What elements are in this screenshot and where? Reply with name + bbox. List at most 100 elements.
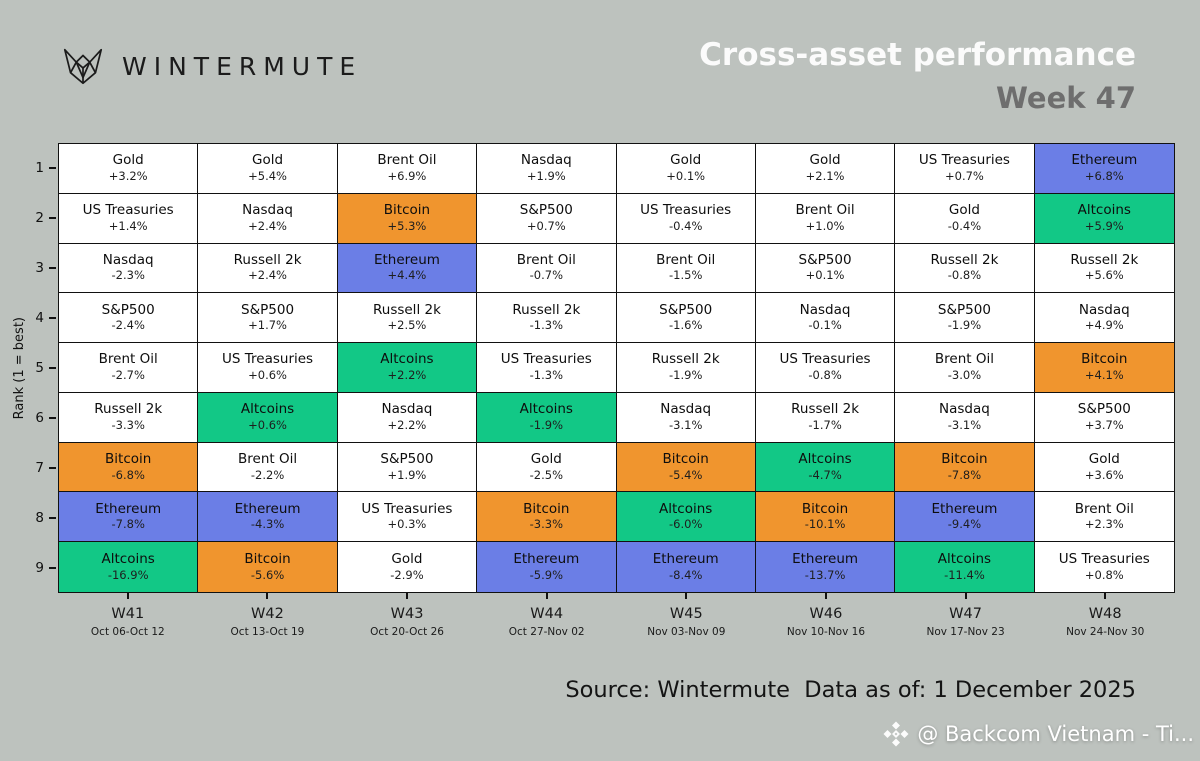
cell-change-value: +1.4% — [108, 218, 148, 233]
cell-change-value: +5.3% — [387, 218, 427, 233]
week-label: W44 — [530, 606, 564, 622]
grid-cell-rank6-W42: Altcoins +0.6% — [198, 392, 338, 443]
week-dates: Nov 10-Nov 16 — [786, 626, 866, 638]
cell-asset-name: Nasdaq — [1078, 301, 1130, 318]
cell-change-value: -9.4% — [947, 517, 982, 532]
grid-cell-rank9-W48: US Treasuries +0.8% — [1034, 542, 1174, 592]
grid-cell-rank7-W43: S&P500 +1.9% — [337, 442, 478, 493]
rank-row-8: 8 — [0, 493, 56, 543]
grid-cell-rank4-W46: Nasdaq -0.1% — [755, 293, 896, 344]
grid-cell-rank3-W47: Russell 2k -0.8% — [895, 243, 1035, 294]
cell-change-value: -2.2% — [250, 467, 285, 482]
week-label: W46 — [809, 606, 843, 622]
cell-change-value: -1.9% — [947, 318, 982, 333]
cell-change-value: +4.1% — [1084, 367, 1124, 382]
grid-cell-rank4-W44: Russell 2k -1.3% — [477, 293, 617, 344]
rank-axis: 1 2 3 4 5 6 7 8 9 — [0, 143, 56, 593]
grid-cell-rank1-W42: Gold +5.4% — [198, 144, 338, 194]
cell-change-value: -3.3% — [529, 517, 563, 532]
grid-cell-rank1-W48: Ethereum +6.8% — [1034, 144, 1174, 194]
rank-tick-mark — [49, 567, 56, 569]
cell-asset-name: Brent Oil — [934, 351, 994, 368]
grid-cell-rank9-W47: Altcoins -11.4% — [895, 542, 1035, 592]
week-tick-mark — [1104, 593, 1107, 599]
week-tick-mark — [685, 593, 688, 599]
cell-change-value: -1.7% — [808, 417, 842, 432]
cell-asset-name: Altcoins — [380, 351, 434, 368]
cell-asset-name: Bitcoin — [662, 451, 709, 468]
cell-asset-name: Altcoins — [519, 401, 573, 418]
cell-change-value: +0.8% — [1084, 567, 1124, 582]
week-dates: Oct 13-Oct 19 — [230, 626, 305, 638]
grid-cell-rank7-W46: Altcoins -4.7% — [755, 442, 896, 493]
grid-cell-rank8-W42: Ethereum -4.3% — [198, 492, 338, 543]
cell-change-value: +1.0% — [805, 218, 845, 233]
cell-asset-name: Gold — [391, 551, 423, 568]
cell-asset-name: Ethereum — [95, 500, 162, 517]
cell-asset-name: S&P500 — [519, 202, 573, 219]
cell-change-value: +2.2% — [387, 367, 427, 382]
cell-asset-name: Gold — [252, 152, 284, 169]
grid-cell-rank2-W43: Bitcoin +5.3% — [337, 193, 478, 244]
cell-change-value: -8.4% — [669, 567, 703, 582]
page-subtitle: Week 47 — [995, 81, 1136, 116]
grid-cell-rank5-W46: US Treasuries -0.8% — [755, 343, 896, 393]
rank-tick-mark — [49, 367, 56, 369]
cell-change-value: +3.7% — [1084, 417, 1124, 432]
week-tick-mark — [824, 593, 827, 599]
grid-cell-rank2-W44: S&P500 +0.7% — [477, 193, 617, 244]
grid-cell-rank5-W43: Altcoins +2.2% — [337, 343, 478, 393]
rank-row-3: 3 — [0, 243, 56, 293]
week-label: W42 — [251, 606, 284, 622]
cell-asset-name: US Treasuries — [82, 202, 174, 219]
cell-change-value: -5.6% — [250, 567, 285, 582]
cell-asset-name: Ethereum — [792, 551, 859, 568]
cell-change-value: +5.6% — [1084, 268, 1124, 283]
grid-cell-rank3-W43: Ethereum +4.4% — [337, 243, 478, 294]
grid-cell-rank4-W41: S&P500 -2.4% — [59, 293, 199, 344]
cell-change-value: -0.4% — [669, 218, 703, 233]
cell-asset-name: Russell 2k — [1070, 251, 1139, 268]
week-dates: Nov 24-Nov 30 — [1066, 626, 1145, 638]
cell-asset-name: Bitcoin — [941, 451, 988, 468]
grid-cell-rank4-W42: S&P500 +1.7% — [198, 293, 338, 344]
grid-cell-rank6-W43: Nasdaq +2.2% — [337, 392, 478, 443]
cell-asset-name: Brent Oil — [516, 251, 576, 268]
rank-row-6: 6 — [0, 393, 56, 443]
cell-asset-name: Brent Oil — [795, 202, 855, 219]
cell-asset-name: Altcoins — [798, 451, 852, 468]
cell-change-value: -0.7% — [529, 268, 563, 283]
cell-asset-name: Brent Oil — [238, 451, 298, 468]
cell-asset-name: S&P500 — [659, 301, 713, 318]
cell-change-value: +3.6% — [1084, 467, 1124, 482]
week-column-W43: W43 Oct 20-Oct 26 — [337, 593, 477, 638]
cell-asset-name: Brent Oil — [656, 251, 716, 268]
cell-asset-name: Ethereum — [652, 551, 719, 568]
cell-change-value: -2.5% — [529, 467, 563, 482]
cell-change-value: -1.6% — [669, 318, 703, 333]
grid-cell-rank6-W46: Russell 2k -1.7% — [755, 392, 896, 443]
grid-cell-rank7-W48: Gold +3.6% — [1034, 442, 1174, 493]
cell-change-value: -2.9% — [390, 567, 424, 582]
cell-change-value: -0.8% — [808, 367, 842, 382]
rank-row-4: 4 — [0, 293, 56, 343]
grid-cell-rank7-W45: Bitcoin -5.4% — [616, 442, 756, 493]
cell-change-value: +2.1% — [805, 168, 845, 183]
cell-asset-name: Gold — [809, 152, 841, 169]
rank-tick-label: 9 — [35, 560, 44, 576]
grid-cell-rank3-W46: S&P500 +0.1% — [755, 243, 896, 294]
cell-asset-name: Russell 2k — [791, 401, 860, 418]
cell-asset-name: Nasdaq — [799, 301, 851, 318]
rank-tick-mark — [49, 217, 56, 219]
rank-tick-label: 8 — [35, 510, 44, 526]
grid-cell-rank3-W44: Brent Oil -0.7% — [477, 243, 617, 294]
grid-cell-rank4-W43: Russell 2k +2.5% — [337, 293, 478, 344]
grid-cell-rank1-W43: Brent Oil +6.9% — [337, 144, 478, 194]
cell-change-value: +0.6% — [248, 417, 287, 432]
grid-cell-rank8-W46: Bitcoin -10.1% — [755, 492, 896, 543]
week-dates: Oct 27-Nov 02 — [508, 626, 585, 638]
binance-diamond-icon — [883, 721, 909, 747]
week-dates: Nov 17-Nov 23 — [926, 626, 1005, 638]
grid-cell-rank3-W45: Brent Oil -1.5% — [616, 243, 756, 294]
